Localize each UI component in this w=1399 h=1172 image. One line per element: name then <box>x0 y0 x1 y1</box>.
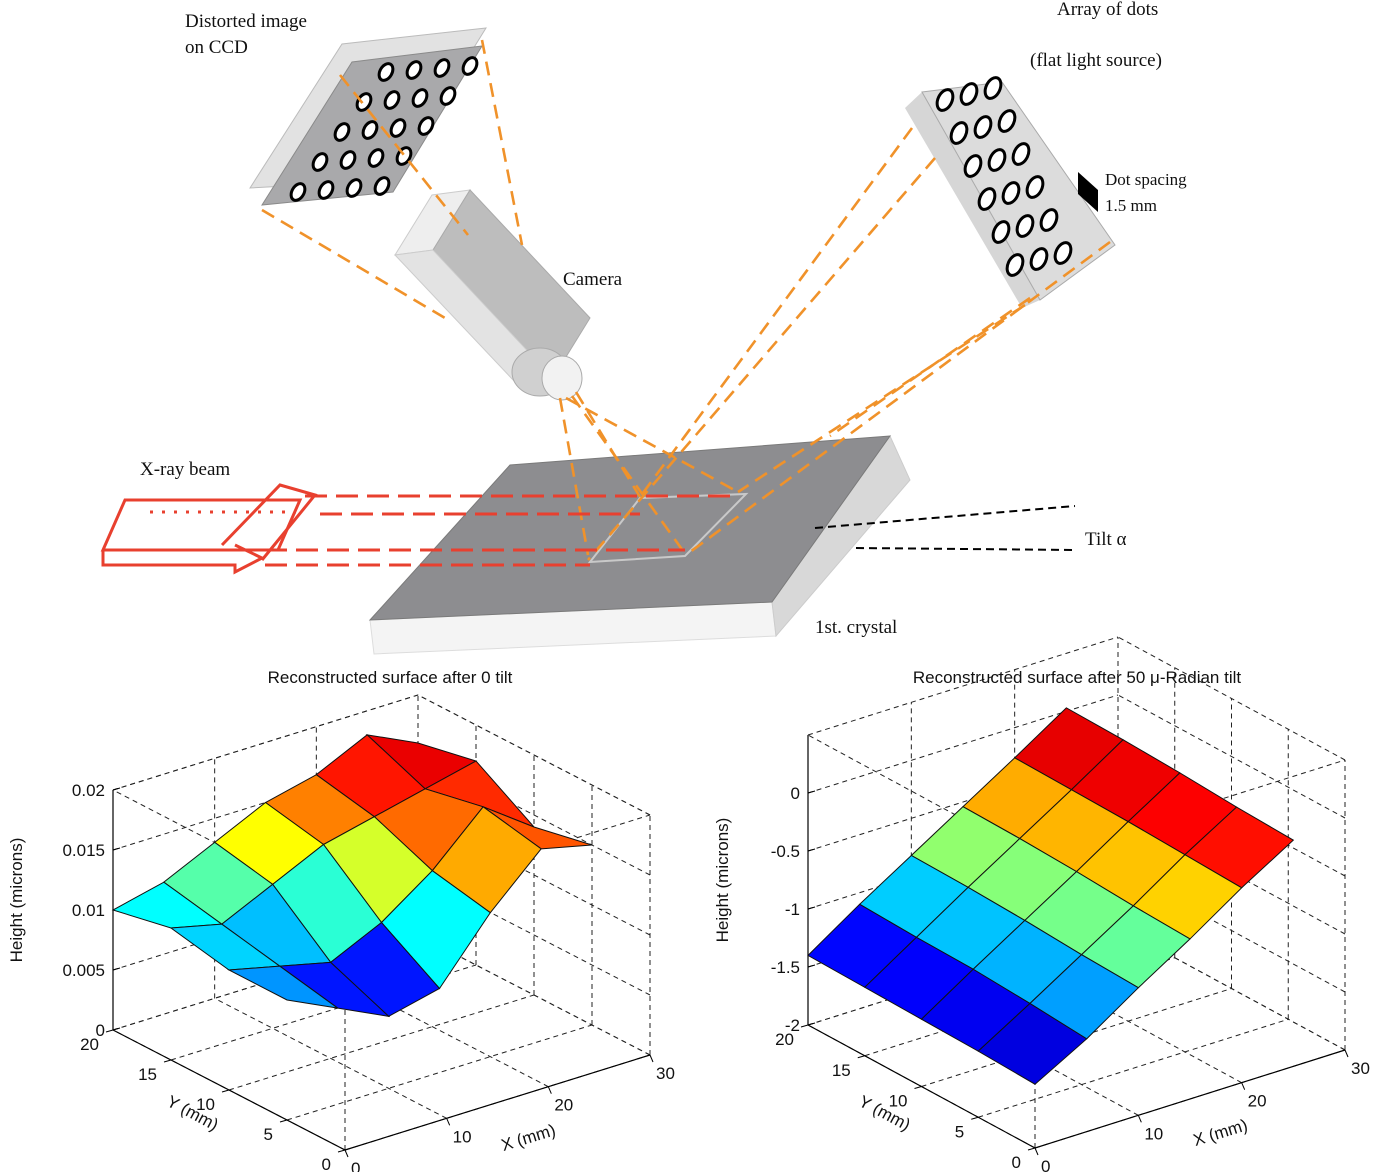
z-tick-label: 0 <box>791 784 800 803</box>
tick-mark <box>808 791 815 793</box>
label: Dot spacing <box>1105 170 1187 189</box>
z-tick-label: -0.5 <box>771 842 800 861</box>
tick-mark <box>338 1150 345 1152</box>
y-tick-label: 5 <box>955 1122 964 1141</box>
x-tick-label: 10 <box>453 1127 472 1146</box>
tilt-line <box>856 548 1075 550</box>
tick-mark <box>447 1118 450 1125</box>
tick-mark <box>1035 1148 1038 1155</box>
y-tick-label: 0 <box>1012 1153 1021 1172</box>
y-tick-label: 5 <box>264 1125 273 1144</box>
tick-mark <box>650 1055 653 1062</box>
setup-diagram: Distorted image on CCD Array of dots (fl… <box>103 0 1187 654</box>
x-tick-label: 0 <box>351 1159 360 1172</box>
tick-mark <box>548 1087 551 1094</box>
x-tick-label: 20 <box>1248 1092 1267 1111</box>
tick-mark <box>345 1150 348 1157</box>
x-tick-label: 10 <box>1144 1124 1163 1143</box>
label: X-ray beam <box>140 459 230 480</box>
body: { "diagram": { "labels": ["Distorted ima… <box>0 0 1399 1172</box>
tick-mark <box>113 848 120 850</box>
tick-mark <box>1028 1148 1035 1150</box>
x-tick-label: 0 <box>1041 1157 1050 1172</box>
label: Tilt α <box>1085 529 1127 550</box>
z-tick-label: -1.5 <box>771 958 800 977</box>
tick-mark <box>801 1025 808 1027</box>
tick-mark <box>280 1120 287 1122</box>
chart-title: Reconstructed surface after 0 tilt <box>268 668 513 687</box>
x-tick-label: 30 <box>656 1064 675 1083</box>
label: 1.5 mm <box>1105 196 1157 215</box>
z-axis-label: Height (microns) <box>7 838 26 963</box>
label: (flat light source) <box>1030 50 1162 71</box>
page: Surface reconstruction figure body { mar… <box>0 0 1399 1172</box>
z-tick-label: 0.015 <box>62 841 105 860</box>
tick-mark <box>808 1023 815 1025</box>
label: Distorted image <box>185 11 307 32</box>
ray <box>830 298 1030 436</box>
tick-mark <box>858 1056 865 1058</box>
tick-mark <box>808 849 815 851</box>
plots: 0 10 20 30 0 5 10 15 20 0 0.005 0.01 0.015 0.02 Recons… <box>7 637 1370 1172</box>
chart-title: Reconstructed surface after 50 μ-Radian … <box>913 668 1242 687</box>
ray <box>686 242 1110 555</box>
x-tick-label: 30 <box>1351 1059 1370 1078</box>
surface-plot: 01020300510152000.0050.010.0150.02Recons… <box>7 668 675 1172</box>
label: 1st. crystal <box>815 617 897 638</box>
label: Camera <box>563 269 623 290</box>
tick-mark <box>222 1090 229 1092</box>
y-tick-label: 15 <box>832 1061 851 1080</box>
x-axis <box>345 1055 650 1150</box>
tick-mark <box>971 1117 978 1119</box>
figure: Distorted image on CCD Array of dots (fl… <box>0 0 1399 1172</box>
y-tick-label: 15 <box>138 1065 157 1084</box>
beam-box <box>103 500 300 550</box>
grid-line <box>287 1025 592 1120</box>
tick-mark <box>1345 1050 1348 1057</box>
x-axis-label: X (mm) <box>1191 1116 1250 1150</box>
surface-plot: 010203005101520-2-1.5-1-0.50Reconstructe… <box>713 637 1370 1172</box>
tick-mark <box>1242 1083 1245 1090</box>
tick-mark <box>1138 1115 1141 1122</box>
tick-mark <box>113 968 120 970</box>
tick-mark <box>808 965 815 967</box>
tick-mark <box>915 1087 922 1089</box>
tick-mark <box>113 1028 120 1030</box>
label: on CCD <box>185 37 248 58</box>
tick-mark <box>808 907 815 909</box>
x-axis-label: X (mm) <box>499 1121 558 1155</box>
z-tick-label: 0 <box>96 1021 105 1040</box>
z-tick-label: 0.005 <box>62 961 105 980</box>
z-axis-label: Height (microns) <box>713 818 732 943</box>
z-tick-label: 0.01 <box>72 901 105 920</box>
z-tick-label: 0.02 <box>72 781 105 800</box>
y-tick-label: 0 <box>322 1155 331 1172</box>
x-tick-label: 20 <box>554 1096 573 1115</box>
tick-mark <box>106 1030 113 1032</box>
tick-mark <box>164 1060 171 1062</box>
z-tick-label: -2 <box>785 1016 800 1035</box>
tick-mark <box>113 788 120 790</box>
x-axis <box>1035 1050 1345 1148</box>
label: Array of dots <box>1057 0 1158 20</box>
z-tick-label: -1 <box>785 900 800 919</box>
